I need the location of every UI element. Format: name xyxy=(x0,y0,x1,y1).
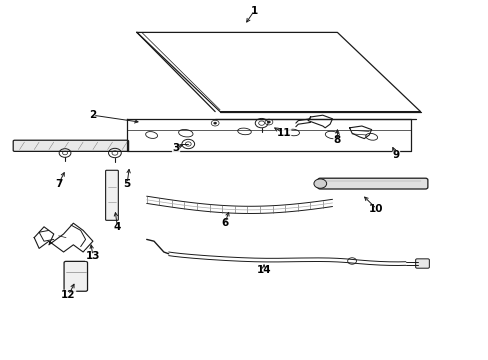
Circle shape xyxy=(313,179,326,188)
Circle shape xyxy=(267,121,270,123)
FancyBboxPatch shape xyxy=(317,178,427,189)
Text: 8: 8 xyxy=(333,135,340,145)
Text: 2: 2 xyxy=(89,110,96,120)
Text: 10: 10 xyxy=(368,204,383,214)
Text: 14: 14 xyxy=(256,265,271,275)
Text: 12: 12 xyxy=(61,290,76,300)
Text: 6: 6 xyxy=(221,218,228,228)
Text: 5: 5 xyxy=(123,179,130,189)
Text: 4: 4 xyxy=(113,222,121,232)
Text: 11: 11 xyxy=(276,128,290,138)
Text: 9: 9 xyxy=(392,150,399,160)
Text: 7: 7 xyxy=(55,179,62,189)
FancyBboxPatch shape xyxy=(64,261,87,291)
FancyBboxPatch shape xyxy=(105,170,118,220)
Circle shape xyxy=(213,122,216,124)
Text: 13: 13 xyxy=(85,251,100,261)
FancyBboxPatch shape xyxy=(415,259,428,268)
Text: 1: 1 xyxy=(250,6,257,16)
Text: 3: 3 xyxy=(172,143,179,153)
FancyBboxPatch shape xyxy=(13,140,128,151)
